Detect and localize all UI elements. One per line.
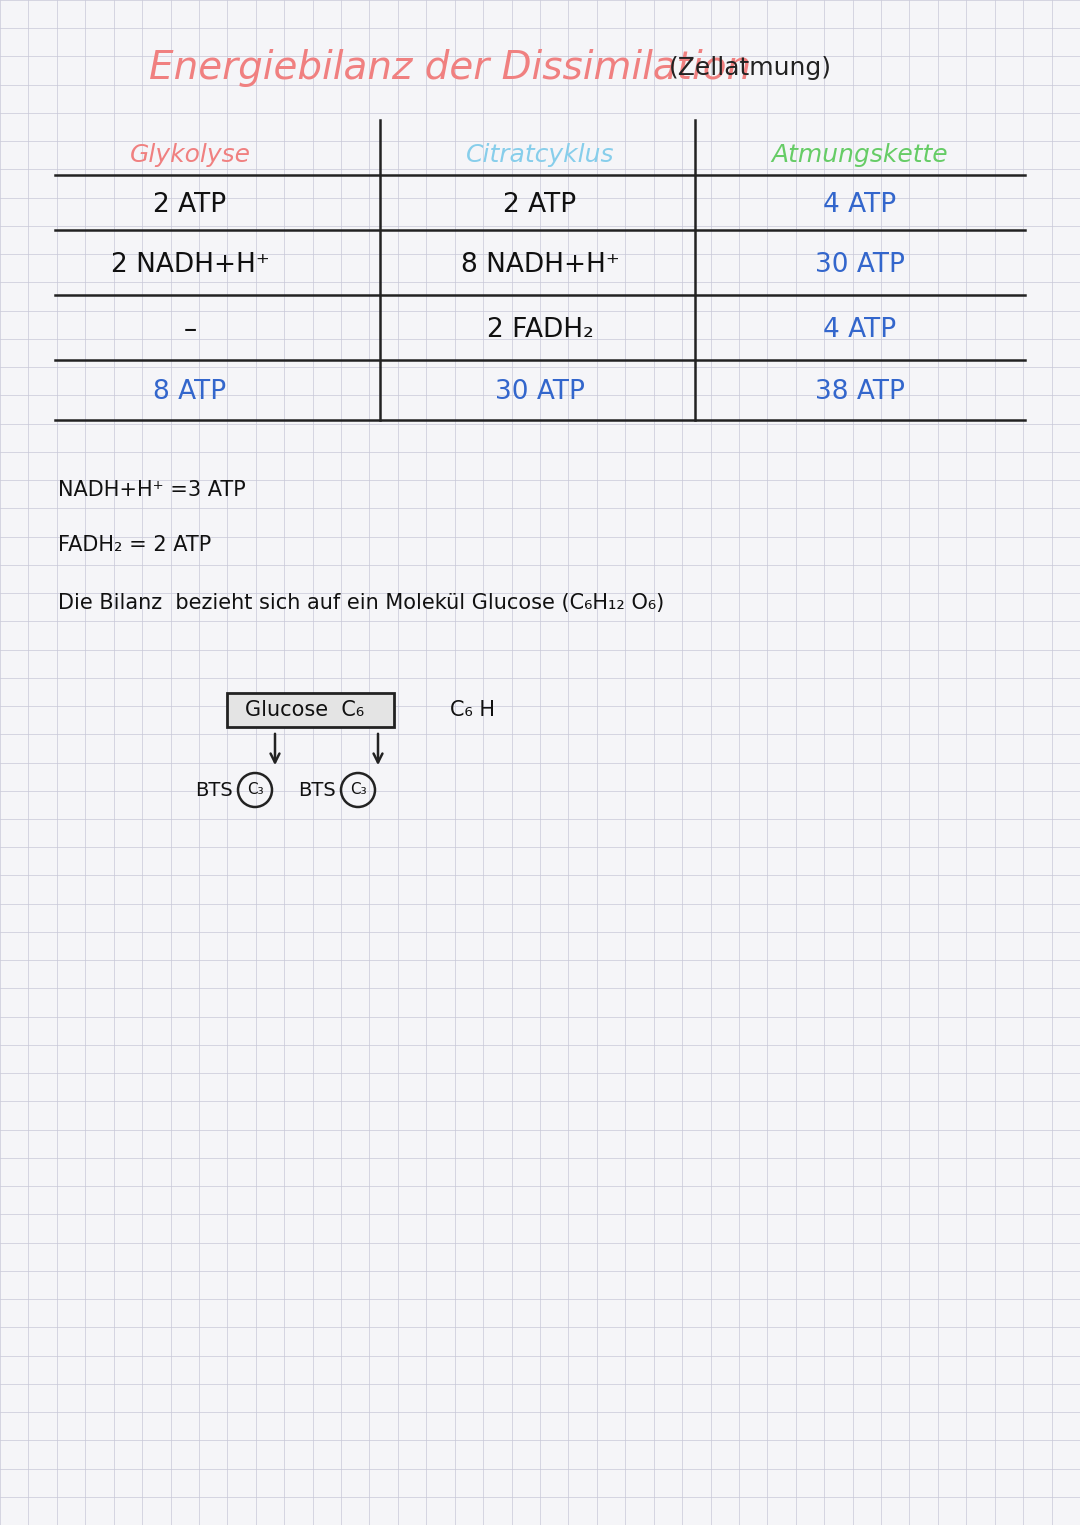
Text: Atmungskette: Atmungskette (772, 143, 948, 168)
Text: C₆ H: C₆ H (450, 700, 495, 720)
Text: 8 NADH+H⁺: 8 NADH+H⁺ (461, 252, 619, 278)
Text: 30 ATP: 30 ATP (495, 380, 585, 406)
Text: 4 ATP: 4 ATP (823, 317, 896, 343)
Text: Glucose  C₆: Glucose C₆ (245, 700, 365, 720)
Text: 38 ATP: 38 ATP (815, 380, 905, 406)
Text: BTS: BTS (195, 781, 233, 799)
Text: C₃: C₃ (350, 782, 366, 798)
Text: –: – (184, 317, 197, 343)
Text: 30 ATP: 30 ATP (815, 252, 905, 278)
Text: 2 NADH+H⁺: 2 NADH+H⁺ (110, 252, 269, 278)
Text: 2 FADH₂: 2 FADH₂ (487, 317, 593, 343)
Text: 2 ATP: 2 ATP (153, 192, 227, 218)
Text: 8 ATP: 8 ATP (153, 380, 227, 406)
Text: (Zellatmung): (Zellatmung) (669, 56, 832, 79)
Text: 4 ATP: 4 ATP (823, 192, 896, 218)
FancyBboxPatch shape (227, 692, 393, 727)
Text: NADH+H⁺ =3 ATP: NADH+H⁺ =3 ATP (58, 480, 246, 500)
Text: 2 ATP: 2 ATP (503, 192, 577, 218)
Text: Citratcyklus: Citratcyklus (465, 143, 615, 168)
Text: Glykolyse: Glykolyse (130, 143, 251, 168)
Text: Die Bilanz  bezieht sich auf ein Molekül Glucose (C₆H₁₂ O₆): Die Bilanz bezieht sich auf ein Molekül … (58, 593, 664, 613)
Text: BTS: BTS (298, 781, 336, 799)
Text: FADH₂ = 2 ATP: FADH₂ = 2 ATP (58, 535, 212, 555)
Text: Energiebilanz der Dissimilation: Energiebilanz der Dissimilation (149, 49, 751, 87)
Text: C₃: C₃ (246, 782, 264, 798)
